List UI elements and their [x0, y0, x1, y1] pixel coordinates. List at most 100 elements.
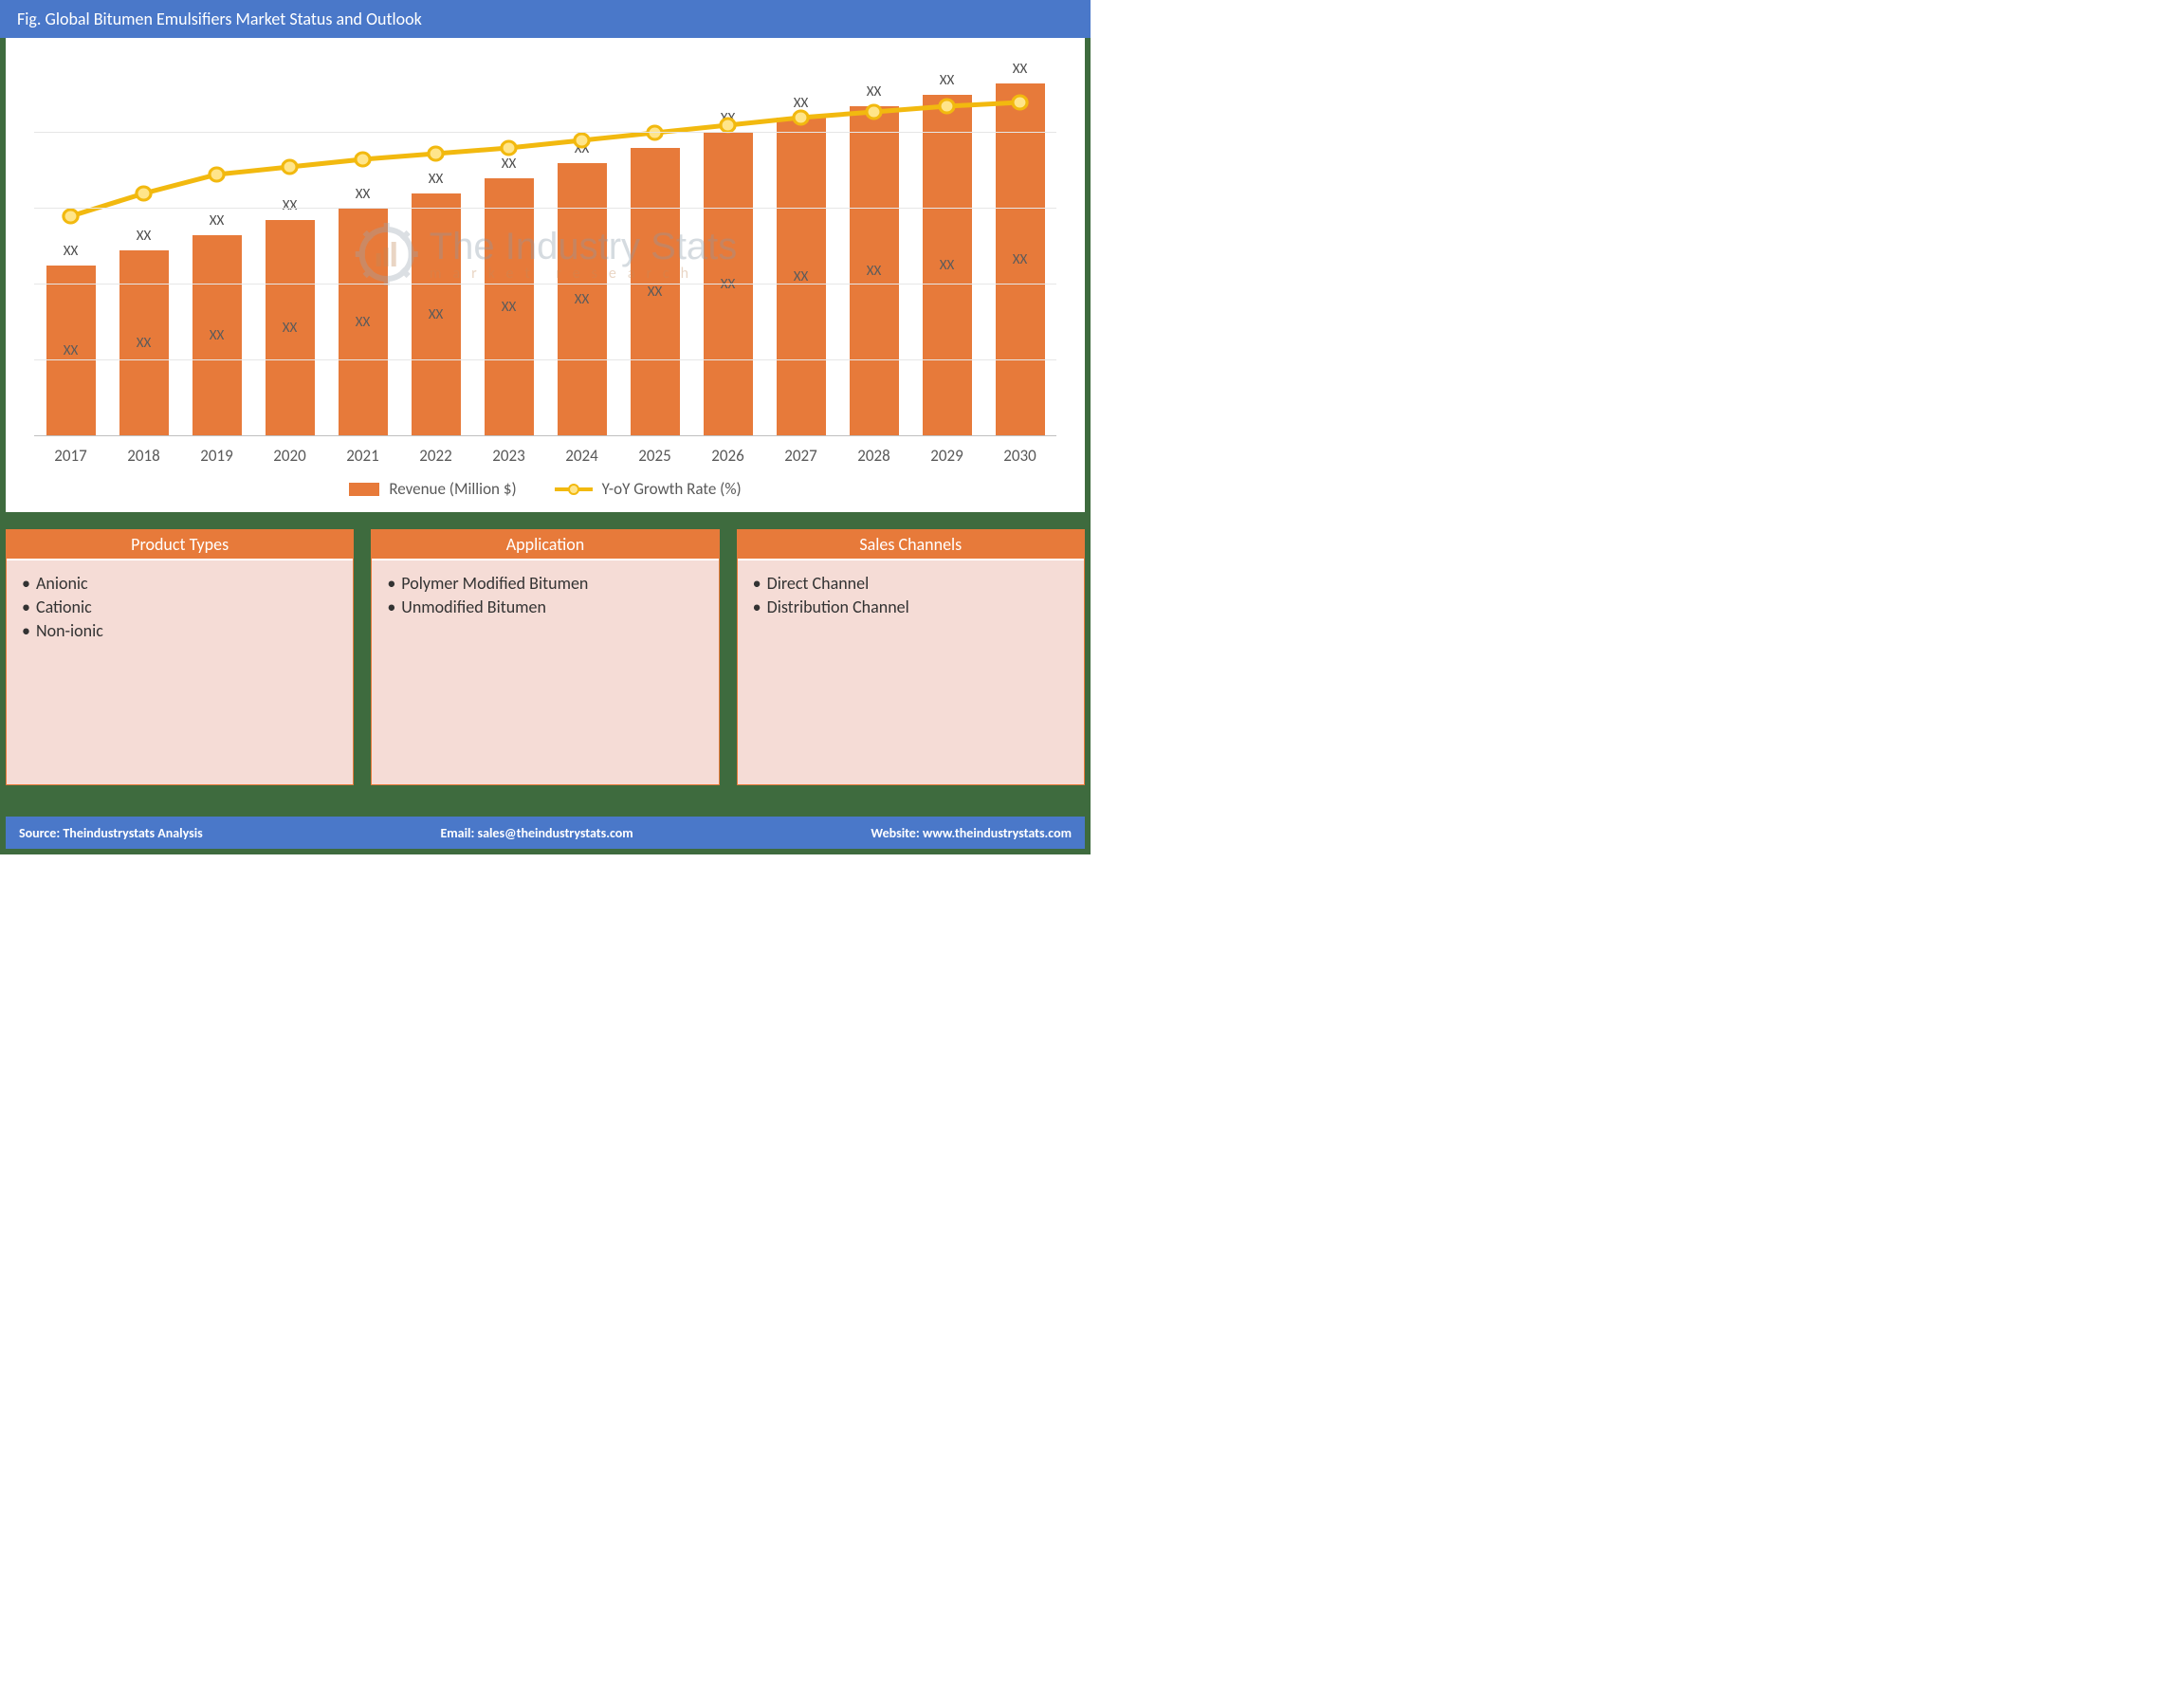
bar-top-label: XX	[867, 83, 882, 101]
x-axis-label: 2029	[910, 446, 983, 466]
bar-top-label: XX	[283, 197, 298, 214]
segment-item: Polymer Modified Bitumen	[387, 573, 703, 594]
segment-box: Application Polymer Modified Bitumen Unmod…	[371, 529, 719, 785]
x-axis-label: 2017	[34, 446, 107, 466]
legend-item-growth: Y-oY Growth Rate (%)	[555, 479, 742, 499]
footer-website: Website: www.theindustrystats.com	[871, 825, 1072, 841]
grid-line	[34, 208, 1056, 209]
revenue-bar: XXXX	[412, 193, 461, 436]
bars-row: XX XX XX XX XX XX XX XX XX XX XX XX XX XX XX XX XX XX XX XX…	[34, 57, 1056, 436]
bar-inner-label: XX	[575, 291, 590, 308]
x-axis-label: 2027	[764, 446, 837, 466]
bar-slot: XX XX	[399, 57, 472, 436]
bar-inner-label: XX	[64, 342, 79, 359]
bar-slot: XX XX	[472, 57, 545, 436]
segment-header: Application	[372, 530, 718, 560]
bar-inner-label: XX	[210, 327, 225, 344]
bar-inner-label: XX	[429, 306, 444, 323]
x-axis-label: 2028	[837, 446, 910, 466]
x-axis-label: 2030	[983, 446, 1056, 466]
legend-swatch-line	[555, 483, 593, 496]
bar-slot: XX XX	[837, 57, 910, 436]
revenue-bar: XXXX	[558, 163, 607, 436]
segment-item: Non-ionic	[22, 620, 338, 641]
x-axis-label: 2023	[472, 446, 545, 466]
bar-top-label: XX	[502, 156, 517, 173]
segment-header: Sales Channels	[738, 530, 1084, 560]
bar-slot: XX XX	[618, 57, 691, 436]
bar-top-label: XX	[210, 212, 225, 230]
infographic-frame: Fig. Global Bitumen Emulsifiers Market S…	[0, 0, 1091, 854]
bar-top-label: XX	[64, 243, 79, 260]
bar-slot: XX XX	[326, 57, 399, 436]
revenue-bar: XXXX	[923, 95, 972, 436]
bar-top-label: XX	[429, 171, 444, 188]
bar-slot: XX XX	[545, 57, 618, 436]
x-axis-label: 2021	[326, 446, 399, 466]
x-axis-label: 2020	[253, 446, 326, 466]
bar-top-label: XX	[721, 110, 736, 127]
segment-item: Cationic	[22, 597, 338, 617]
header-title: Fig. Global Bitumen Emulsifiers Market S…	[17, 9, 422, 29]
legend-label-growth: Y-oY Growth Rate (%)	[602, 479, 742, 499]
bar-top-label: XX	[137, 228, 152, 245]
revenue-bar: XXXX	[266, 220, 315, 436]
segment-row: Product TypesAnionicCationicNon-ionicApp…	[6, 529, 1085, 785]
x-axis-label: 2022	[399, 446, 472, 466]
x-axis-label: 2018	[107, 446, 180, 466]
bar-inner-label: XX	[867, 263, 882, 280]
bar-top-label: XX	[356, 186, 371, 203]
segment-body: Polymer Modified Bitumen Unmodified Bitum…	[372, 560, 718, 630]
bar-slot: XX XX	[691, 57, 764, 436]
revenue-bar: XXXX	[996, 83, 1045, 436]
bar-top-label: XX	[940, 72, 955, 89]
segment-box: Sales Channels Direct Channel Distribution…	[737, 529, 1085, 785]
bar-slot: XXXX	[983, 57, 1056, 436]
chart-area: XX XX XX XX XX XX XX XX XX XX XX XX XX XX XX XX XX XX XX XX…	[34, 57, 1056, 436]
footer-bar: Source: Theindustrystats Analysis Email:…	[6, 817, 1085, 849]
revenue-bar: XXXX	[339, 209, 388, 436]
x-axis-label: 2024	[545, 446, 618, 466]
grid-line	[34, 284, 1056, 285]
segment-item: Distribution Channel	[753, 597, 1069, 617]
bar-inner-label: XX	[356, 314, 371, 331]
bar-top-label: XX	[794, 95, 809, 112]
revenue-bar: XXXX	[777, 118, 826, 436]
bar-slot: XXXX	[764, 57, 837, 436]
bar-inner-label: XX	[283, 320, 298, 337]
chart-legend: Revenue (Million $) Y-oY Growth Rate (%)	[34, 479, 1056, 499]
segment-box: Product TypesAnionicCationicNon-ionic	[6, 529, 354, 785]
segment-item: Unmodified Bitumen	[387, 597, 703, 617]
revenue-bar: XXXX	[704, 133, 753, 436]
revenue-bar: XXXX	[631, 148, 680, 436]
bar-inner-label: XX	[648, 284, 663, 301]
grid-line	[34, 132, 1056, 133]
bar-top-label: XX	[575, 140, 590, 157]
chart-panel: XX XX XX XX XX XX XX XX XX XX XX XX XX XX XX XX XX XX XX XX…	[6, 38, 1085, 512]
bar-slot: XX XX	[910, 57, 983, 436]
bar-inner-label: XX	[721, 276, 736, 293]
bar-slot: XX XX	[253, 57, 326, 436]
segment-item: Direct Channel	[753, 573, 1069, 594]
bar-slot: XX XX	[180, 57, 253, 436]
bar-slot: XX XX	[107, 57, 180, 436]
bar-top-label: XX	[1013, 61, 1028, 78]
bar-inner-label: XX	[137, 335, 152, 352]
x-axis-label: 2026	[691, 446, 764, 466]
revenue-bar: XXXX	[850, 106, 899, 436]
grid-line	[34, 359, 1056, 360]
legend-label-revenue: Revenue (Million $)	[389, 479, 516, 499]
segment-item: Anionic	[22, 573, 338, 594]
legend-swatch-bar	[349, 483, 379, 496]
revenue-bar: XXXX	[119, 250, 169, 436]
bar-slot: XX XX	[34, 57, 107, 436]
x-axis-label: 2025	[618, 446, 691, 466]
bar-top-label: XX	[648, 125, 663, 142]
bar-inner-label: XX	[502, 299, 517, 316]
revenue-bar: XXXX	[193, 235, 242, 436]
revenue-bar: XXXX	[485, 178, 534, 436]
segment-body: Direct Channel Distribution Channel	[738, 560, 1084, 630]
x-axis-labels: 2017201820192020202120222023202420252026…	[34, 446, 1056, 466]
segment-body: Anionic Cationic Non-ionic	[7, 560, 353, 653]
bar-inner-label: XX	[940, 257, 955, 274]
